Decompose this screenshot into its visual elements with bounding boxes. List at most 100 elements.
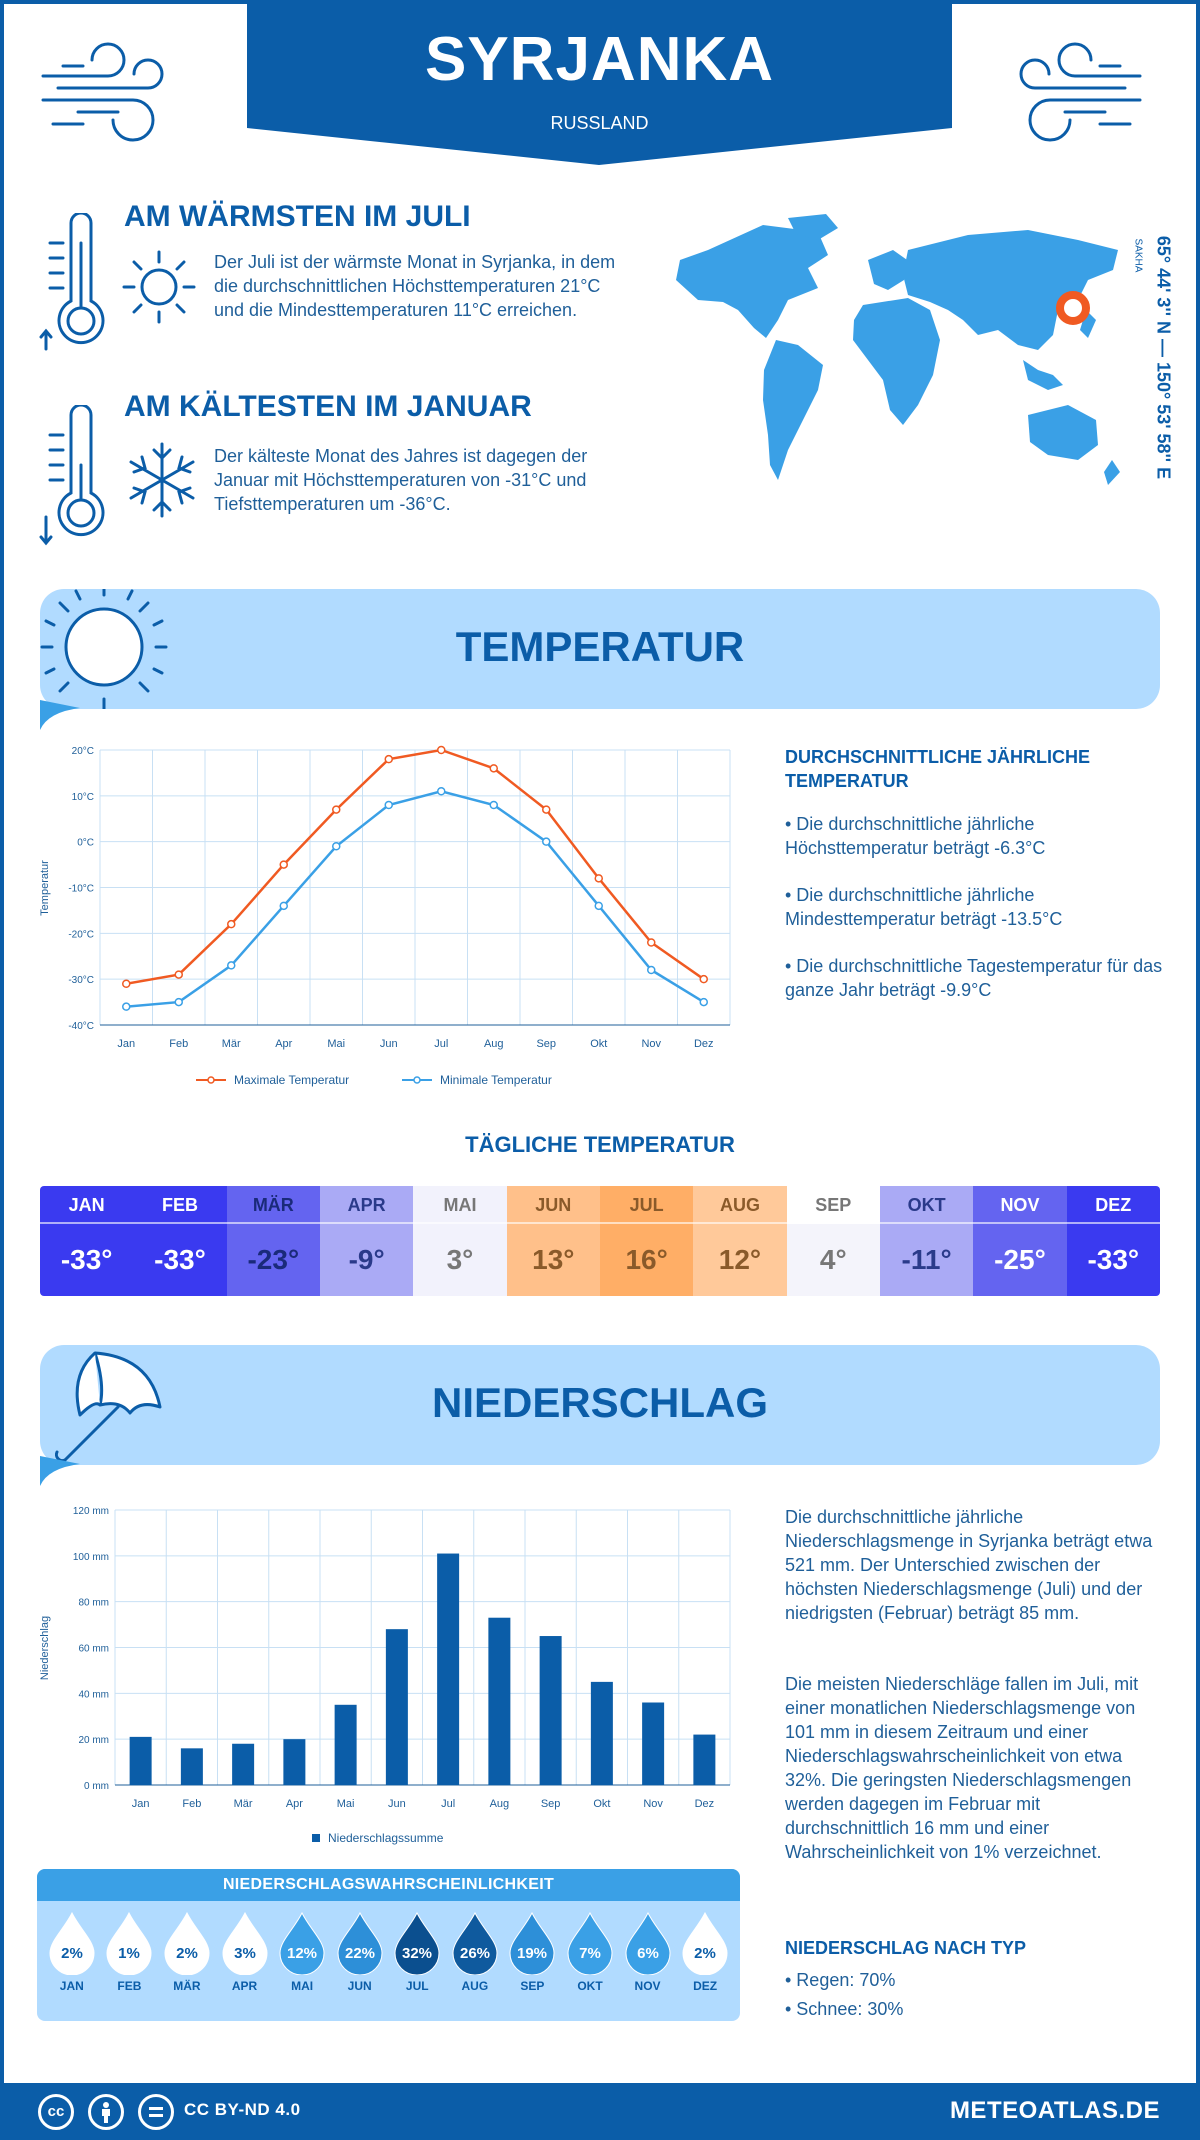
probability-value: 2% [61, 1945, 83, 1962]
probability-drop: 1% FEB [102, 1911, 156, 1993]
series-line [126, 748, 705, 985]
x-tick-label: Sep [541, 1798, 561, 1810]
probability-value: 2% [176, 1945, 198, 1962]
daily-cell-mär: MÄR -23° [226, 1186, 320, 1296]
probability-drop: 12% MAI [275, 1911, 329, 1993]
daily-temperature-value: 16° [599, 1224, 694, 1296]
footer: cc CC BY-ND 4.0 METEOATLAS.DE [0, 2083, 1200, 2140]
raindrop-icon: 2% [49, 1911, 95, 1975]
probability-value: 1% [119, 1945, 141, 1962]
coordinates: 65° 44' 3'' N — 150° 53' 58'' E [1148, 232, 1178, 492]
precipitation-banner: NIEDERSCHLAG [40, 1345, 1160, 1465]
daily-temperature-table: JAN -33° FEB -33° MÄR -23° APR -9° MAI 3° JUN 13° JU… [40, 1186, 1160, 1296]
data-point [279, 901, 288, 911]
probability-drop: 7% OKT [563, 1911, 617, 1993]
y-tick-label: -20°C [68, 929, 94, 940]
sun-icon [122, 250, 196, 324]
precipitation-bar [488, 1617, 511, 1785]
thermometer-cold-icon [39, 405, 105, 546]
location-marker [1056, 291, 1090, 325]
y-tick-label: 100 mm [73, 1552, 109, 1563]
probability-value: 6% [637, 1945, 659, 1962]
y-axis-label: Temperatur [39, 860, 51, 916]
legend: Niederschlagssumme [312, 1831, 444, 1845]
x-tick-label: Jan [117, 1038, 135, 1050]
x-tick-label: Mär [222, 1038, 241, 1050]
attribution-icon [88, 2094, 124, 2130]
coldest-text: Der kälteste Monat des Jahres ist dagege… [214, 446, 588, 514]
wind-icon [1019, 42, 1142, 142]
temperature-title: TEMPERATUR [455, 623, 745, 670]
daily-temperature-value: -33° [40, 1224, 134, 1296]
daily-cell-feb: FEB -33° [133, 1186, 227, 1296]
raindrop-icon: 26% [452, 1911, 498, 1975]
legend-min: Minimale Temperatur [440, 1073, 552, 1087]
probability-month: DEZ [693, 1979, 718, 1993]
data-point [594, 901, 603, 911]
daily-cell-aug: AUG 12° [693, 1186, 787, 1296]
x-tick-label: Dez [694, 1038, 714, 1050]
precipitation-bar [539, 1636, 562, 1785]
x-tick-label: Aug [484, 1038, 504, 1050]
data-point [542, 805, 551, 814]
temperature-bullet: • Die durchschnittliche jährliche Höchst… [785, 814, 1046, 858]
data-point [384, 754, 393, 764]
probability-month: MÄR [173, 1979, 201, 1993]
precipitation-bar [693, 1734, 716, 1785]
y-axis-label: Niederschlag [39, 1616, 51, 1680]
data-point [227, 961, 236, 970]
license-text[interactable]: CC BY-ND 4.0 [184, 2100, 301, 2119]
y-tick-label: 0°C [77, 838, 94, 849]
precipitation-type-rain: • Regen: 70% [785, 1970, 896, 1990]
temperature-banner: TEMPERATUR [40, 589, 1160, 709]
x-tick-label: Okt [590, 1038, 607, 1050]
data-point [699, 974, 708, 984]
x-tick-label: Nov [643, 1798, 663, 1810]
probability-drop: 19% SEP [505, 1911, 559, 1993]
raindrop-icon: 6% [625, 1911, 671, 1975]
region-label: SAKHA [1132, 238, 1144, 273]
raindrop-icon: 7% [567, 1911, 613, 1975]
daily-month-label: JUN [506, 1186, 600, 1224]
probability-value: 2% [694, 1945, 716, 1962]
daily-month-label: JAN [40, 1186, 134, 1224]
site-link[interactable]: METEOATLAS.DE [949, 2097, 1160, 2124]
raindrop-icon: 32% [394, 1911, 440, 1975]
data-point [594, 874, 603, 883]
x-tick-label: Dez [695, 1798, 715, 1810]
x-tick-label: Nov [641, 1038, 661, 1050]
daily-temperature-value: -33° [1066, 1224, 1160, 1296]
probability-drop: 3% APR [218, 1911, 272, 1993]
daily-month-label: SEP [786, 1186, 880, 1224]
y-tick-label: 0 mm [84, 1781, 109, 1792]
probability-drop: 2% MÄR [160, 1911, 214, 1993]
precipitation-type-snow: • Schnee: 30% [785, 1999, 904, 2019]
x-tick-label: Okt [593, 1798, 610, 1810]
x-tick-label: Jun [388, 1798, 406, 1810]
x-tick-label: Aug [490, 1798, 510, 1810]
daily-month-label: DEZ [1066, 1186, 1160, 1224]
precipitation-bar [437, 1553, 460, 1785]
data-point [227, 919, 236, 929]
daily-temperature-value: -9° [319, 1224, 414, 1296]
daily-month-label: FEB [133, 1186, 227, 1224]
probability-drop: 2% DEZ [678, 1911, 732, 1993]
probability-value: 7% [579, 1945, 601, 1962]
y-tick-label: 60 mm [78, 1644, 109, 1655]
daily-cell-apr: APR -9° [319, 1186, 414, 1296]
x-tick-label: Mär [234, 1798, 253, 1810]
data-point [174, 970, 183, 979]
probability-value: 19% [517, 1945, 547, 1962]
x-tick-label: Sep [536, 1038, 556, 1050]
precipitation-title: NIEDERSCHLAG [431, 1379, 769, 1426]
precipitation-text: Die meisten Niederschläge fallen im Juli… [785, 1674, 1139, 1862]
precipitation-bar [180, 1748, 203, 1785]
daily-cell-dez: DEZ -33° [1066, 1186, 1160, 1296]
probability-drop: 32% JUL [390, 1911, 444, 1993]
raindrop-icon: 1% [106, 1911, 152, 1975]
series-line [126, 789, 705, 1008]
y-tick-label: 20°C [72, 746, 94, 757]
temperature-bullet: • Die durchschnittliche jährliche Mindes… [785, 885, 1063, 929]
probability-month: JUL [405, 1979, 429, 1993]
raindrop-icon: 19% [509, 1911, 555, 1975]
